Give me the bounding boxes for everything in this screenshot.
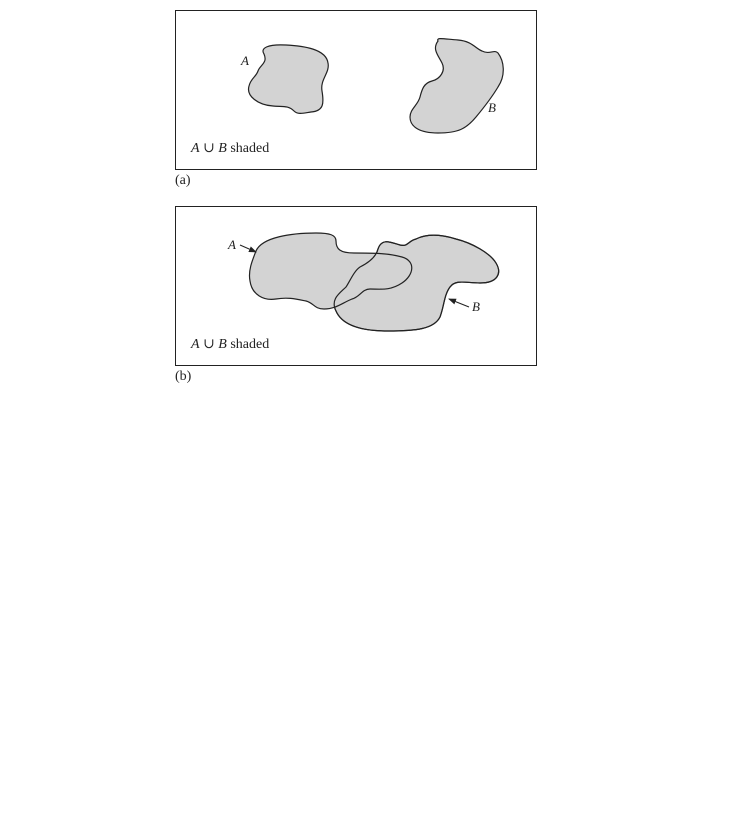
set-b-arrow xyxy=(448,298,470,308)
venn-diagram-a: A B xyxy=(240,38,504,134)
caption: A ∪ B shaded xyxy=(191,336,269,353)
union-symbol: ∪ xyxy=(203,337,215,352)
set-a-region xyxy=(247,44,329,114)
set-a-label: A xyxy=(227,237,236,252)
venn-panel-a: A B A ∪ B shaded xyxy=(175,10,537,170)
caption-set-b: B xyxy=(218,141,227,156)
venn-diagram-b: A B xyxy=(227,232,500,332)
set-b-label: B xyxy=(472,299,480,314)
caption-text: shaded xyxy=(230,337,270,352)
set-a-label: A xyxy=(240,53,249,68)
caption: A ∪ B shaded xyxy=(191,140,269,157)
set-b-region xyxy=(409,38,504,134)
venn-panel-b: A B A ∪ B shaded xyxy=(175,206,537,366)
caption-set-a: A xyxy=(191,337,200,352)
set-a-region xyxy=(248,232,413,310)
set-b-label: B xyxy=(488,100,496,115)
union-symbol: ∪ xyxy=(203,141,215,156)
set-a-arrow xyxy=(239,244,257,253)
caption-set-a: A xyxy=(191,141,200,156)
set-b-outline xyxy=(333,234,500,332)
sublabel-a: (a) xyxy=(175,173,191,188)
caption-text: shaded xyxy=(230,141,270,156)
caption-set-b: B xyxy=(218,337,227,352)
sublabel-b: (b) xyxy=(175,369,192,384)
